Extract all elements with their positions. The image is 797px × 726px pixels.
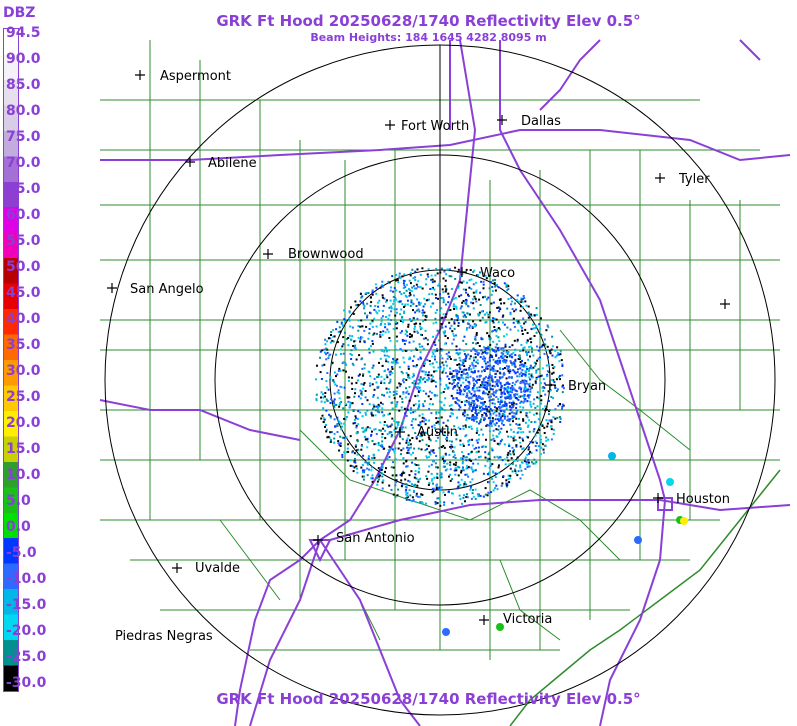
legend-tick-label: -15.0 (6, 597, 47, 613)
unlabeled-plus-icon (720, 299, 730, 309)
legend-tick-label: -10.0 (6, 571, 47, 587)
city-plus-icon (497, 115, 507, 125)
city-label: Piedras Negras (115, 629, 213, 644)
interstate-highways (99, 39, 791, 726)
city-label: Fort Worth (401, 119, 469, 134)
beam-heights-subtitle: Beam Heights: 184 1645 4282 8095 m (310, 31, 547, 44)
legend-tick-label: 35.0 (6, 337, 41, 353)
city-plus-icon (185, 157, 195, 167)
legend-tick-label: 80.0 (6, 103, 41, 119)
legend-tick-label: 0.0 (6, 519, 31, 535)
city-label: Aspermont (160, 69, 231, 84)
city-label: Tyler (678, 172, 710, 187)
footer-title: GRK Ft Hood 20250628/1740 Reflectivity E… (216, 690, 641, 708)
city-label: Brownwood (288, 247, 364, 262)
legend-tick-label: 30.0 (6, 363, 41, 379)
legend-tick-label: 60.0 (6, 207, 41, 223)
legend-tick-label: 55.0 (6, 233, 41, 249)
city-plus-icon (385, 120, 395, 130)
legend-tick-label: -20.0 (6, 623, 47, 639)
legend-tick-label: 75.0 (6, 129, 41, 145)
city-label: Dallas (521, 114, 561, 129)
legend-tick-label: 10.0 (6, 467, 41, 483)
city-plus-icon (457, 267, 467, 277)
city-label: San Angelo (130, 282, 204, 297)
city-label: Victoria (503, 612, 552, 627)
reflectivity-echoes (315, 266, 688, 636)
city-label: Waco (480, 266, 515, 281)
coastline (509, 469, 781, 726)
legend-tick-label: 70.0 (6, 155, 41, 171)
legend-tick-label: -25.0 (6, 649, 47, 665)
city-plus-icon (313, 535, 323, 545)
legend-tick-label: 20.0 (6, 415, 41, 431)
legend-tick-label: 65.0 (6, 181, 41, 197)
city-label: Abilene (208, 156, 257, 171)
legend-unit-label: DBZ (3, 5, 36, 21)
city-label: San Antonio (336, 531, 415, 546)
city-plus-icon (263, 249, 273, 259)
city-plus-icon (172, 563, 182, 573)
legend-color-bar (3, 28, 19, 692)
city-label: Bryan (568, 379, 606, 394)
dbz-legend: DBZ 94.5 90.0 85.0 80.0 75.0 70.0 65.0 60.0 55.0… (0, 0, 58, 726)
legend-tick-label: -5.0 (6, 545, 37, 561)
legend-tick-label: -30.0 (6, 675, 47, 691)
legend-tick-label: 50.0 (6, 259, 41, 275)
city-plus-icon (655, 173, 665, 183)
legend-tick-label: 90.0 (6, 51, 41, 67)
city-plus-icon (653, 493, 663, 503)
legend-tick-label: 85.0 (6, 77, 41, 93)
legend-tick-label: 45.0 (6, 285, 41, 301)
legend-tick-label: 40.0 (6, 311, 41, 327)
city-plus-icon (479, 615, 489, 625)
legend-tick-label: 25.0 (6, 389, 41, 405)
city-plus-icon (135, 70, 145, 80)
city-label: Houston (676, 492, 730, 507)
map-title: GRK Ft Hood 20250628/1740 Reflectivity E… (216, 12, 641, 30)
legend-tick-label: 94.5 (6, 25, 41, 41)
city-label: Uvalde (195, 561, 240, 576)
city-plus-icon (107, 283, 117, 293)
city-label: Austin (417, 425, 458, 440)
city-plus-icon (545, 380, 555, 390)
legend-tick-label: 5.0 (6, 493, 31, 509)
legend-tick-label: 15.0 (6, 441, 41, 457)
city-markers: Aspermont Fort Worth Dallas Abilene Tyler Bro… (107, 69, 730, 644)
city-plus-icon (395, 427, 405, 437)
